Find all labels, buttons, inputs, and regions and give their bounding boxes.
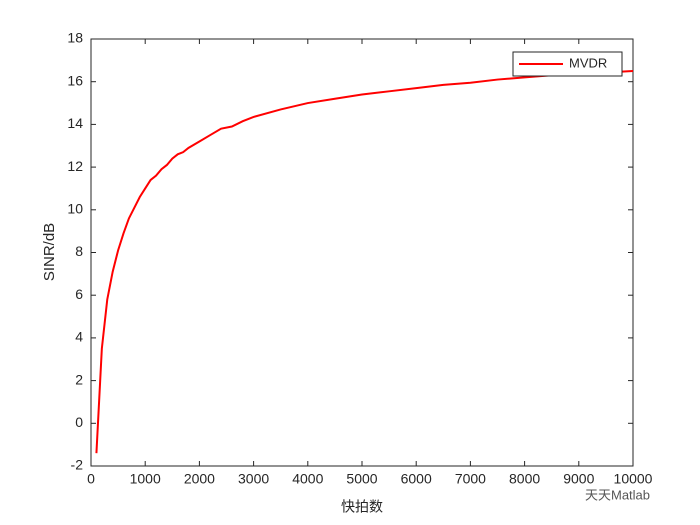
legend-label: MVDR	[569, 55, 607, 70]
x-tick-label: 8000	[509, 471, 540, 487]
data-line	[95, 70, 634, 454]
x-tick-label: 6000	[401, 471, 432, 487]
x-tick-label: 9000	[563, 471, 594, 487]
y-tick-label: 14	[67, 115, 83, 131]
y-tick-label: 16	[67, 72, 83, 88]
y-tick-label: 6	[75, 286, 83, 302]
y-axis-label: SINR/dB	[41, 223, 58, 281]
x-tick-label: 3000	[238, 471, 269, 487]
x-tick-label: 7000	[455, 471, 486, 487]
x-tick-label: 2000	[184, 471, 215, 487]
x-tick-label: 4000	[292, 471, 323, 487]
x-axis-label: 快拍数	[341, 499, 383, 515]
y-tick-label: -2	[71, 457, 84, 473]
y-tick-label: 2	[75, 371, 83, 387]
watermark: 天天Matlab	[585, 487, 650, 502]
y-tick-label: 8	[75, 243, 83, 259]
x-tick-label: 5000	[346, 471, 377, 487]
plot-area	[90, 38, 634, 467]
y-tick-label: 18	[67, 30, 83, 46]
y-tick-label: 4	[75, 329, 83, 345]
x-tick-label: 10000	[614, 471, 653, 487]
y-tick-label: 12	[67, 158, 83, 174]
x-tick-label: 1000	[130, 471, 161, 487]
y-tick-label: 0	[75, 414, 83, 430]
y-tick-label: 10	[67, 201, 83, 217]
x-tick-label: 0	[87, 471, 95, 487]
